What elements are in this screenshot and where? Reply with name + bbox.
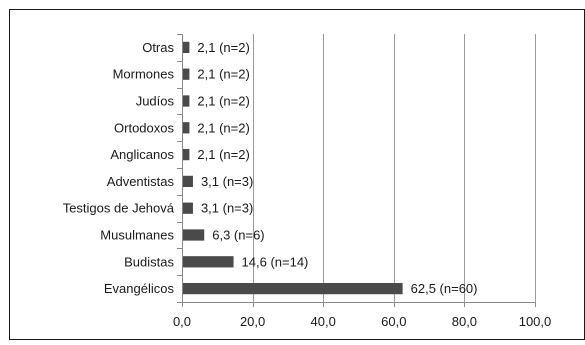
category-label: Mormones xyxy=(113,67,175,82)
axes xyxy=(177,34,536,307)
x-tick-label: 60,0 xyxy=(381,314,406,329)
bar xyxy=(182,282,403,295)
category-label: Adventistas xyxy=(107,174,175,189)
category-label: Judíos xyxy=(136,94,175,109)
bars xyxy=(182,41,403,295)
category-label: Evangélicos xyxy=(104,281,175,296)
bar xyxy=(182,122,190,134)
x-tick-label: 20,0 xyxy=(240,314,265,329)
data-label: 2,1 (n=2) xyxy=(197,94,249,109)
category-label: Budistas xyxy=(124,254,174,269)
x-tick-label: 0,0 xyxy=(173,314,191,329)
bar xyxy=(182,148,190,161)
bar xyxy=(182,41,190,54)
data-label: 2,1 (n=2) xyxy=(197,67,249,82)
data-label: 3,1 (n=3) xyxy=(201,174,253,189)
category-label: Anglicanos xyxy=(110,147,174,162)
bar xyxy=(182,202,193,214)
category-label: Testigos de Jehová xyxy=(63,201,175,216)
data-label: 62,5 (n=60) xyxy=(411,281,478,296)
data-label: 2,1 (n=2) xyxy=(197,120,249,135)
bar xyxy=(182,256,234,268)
category-label: Musulmanes xyxy=(100,228,174,243)
data-label: 2,1 (n=2) xyxy=(197,40,249,55)
bar xyxy=(182,68,190,80)
bar xyxy=(182,95,190,107)
x-tick-label: 40,0 xyxy=(311,314,336,329)
data-label: 2,1 (n=2) xyxy=(197,147,249,162)
data-label: 6,3 (n=6) xyxy=(212,228,264,243)
bar xyxy=(182,175,193,188)
gridlines xyxy=(253,34,536,302)
labels: Evangélicos Budistas Musulmanes Testigos de… xyxy=(63,40,552,329)
x-tick-label: 80,0 xyxy=(452,314,477,329)
data-label: 14,6 (n=14) xyxy=(242,254,309,269)
bar xyxy=(182,229,205,241)
category-label: Otras xyxy=(142,40,174,55)
category-label: Ortodoxos xyxy=(114,120,174,135)
data-label: 3,1 (n=3) xyxy=(201,201,253,216)
x-tick-label: 100,0 xyxy=(519,314,552,329)
